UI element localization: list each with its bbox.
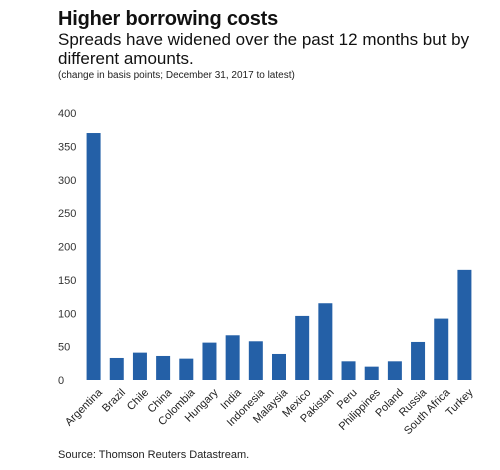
bar-poland [387, 361, 402, 380]
bar-chile [132, 352, 147, 380]
bar-turkey [457, 269, 472, 380]
y-tick-label: 300 [58, 175, 76, 187]
y-tick-label: 350 [58, 141, 76, 153]
y-tick-label: 200 [58, 242, 76, 254]
bar-mexico [295, 315, 310, 380]
y-tick-label: 150 [58, 275, 76, 287]
y-axis: 0 50 100 150 200 250 300 350 400 [58, 108, 76, 387]
bar-colombia [179, 358, 194, 380]
bar-indonesia [248, 341, 263, 380]
bar-peru [341, 361, 356, 380]
bar-argentina [86, 133, 101, 380]
x-tick-label: Argentina [63, 386, 105, 428]
bar-india [225, 335, 240, 380]
x-axis: ArgentinaBrazilChileChinaColombiaHungary… [63, 386, 476, 437]
bar-brazil [109, 357, 124, 380]
bar-malaysia [272, 353, 286, 380]
bar-hungary [202, 342, 217, 380]
y-tick-label: 250 [58, 208, 76, 220]
y-tick-label: 400 [58, 108, 76, 120]
chart-subtitle: Spreads have widened over the past 12 mo… [58, 30, 470, 68]
y-tick-label: 50 [58, 342, 70, 354]
y-tick-label: 100 [58, 308, 76, 320]
source-note: Source: Thomson Reuters Datastream. [58, 449, 250, 461]
bar-russia [411, 341, 426, 380]
chart-title: Higher borrowing costs [58, 8, 279, 30]
bar-philippines [364, 366, 379, 380]
x-tick-label: Brazil [100, 387, 128, 415]
y-tick-label: 0 [58, 375, 64, 387]
bars [86, 133, 472, 380]
bar-pakistan [318, 303, 333, 380]
bar-south-africa [434, 318, 449, 380]
bar-china [156, 355, 171, 380]
x-tick-label: Turkey [444, 386, 476, 418]
chart-note: (change in basis points; December 31, 20… [58, 70, 295, 81]
